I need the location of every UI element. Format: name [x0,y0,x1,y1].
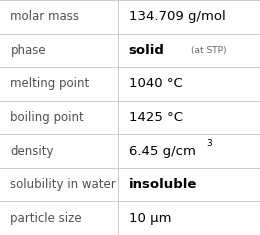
Text: insoluble: insoluble [129,178,197,191]
Text: melting point: melting point [10,77,90,90]
Text: 1040 °C: 1040 °C [129,77,183,90]
Text: 1425 °C: 1425 °C [129,111,183,124]
Text: particle size: particle size [10,212,82,225]
Text: phase: phase [10,44,46,57]
Text: molar mass: molar mass [10,10,79,23]
Text: solubility in water: solubility in water [10,178,116,191]
Text: 10 μm: 10 μm [129,212,171,225]
Text: solid: solid [129,44,165,57]
Text: 3: 3 [207,139,212,148]
Text: (at STP): (at STP) [191,46,227,55]
Text: 134.709 g/mol: 134.709 g/mol [129,10,225,23]
Text: 6.45 g/cm: 6.45 g/cm [129,145,196,158]
Text: boiling point: boiling point [10,111,84,124]
Text: density: density [10,145,54,158]
